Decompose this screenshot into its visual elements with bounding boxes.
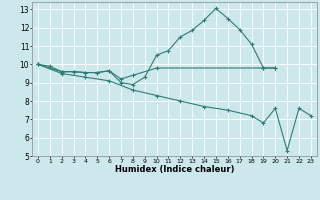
X-axis label: Humidex (Indice chaleur): Humidex (Indice chaleur) (115, 165, 234, 174)
